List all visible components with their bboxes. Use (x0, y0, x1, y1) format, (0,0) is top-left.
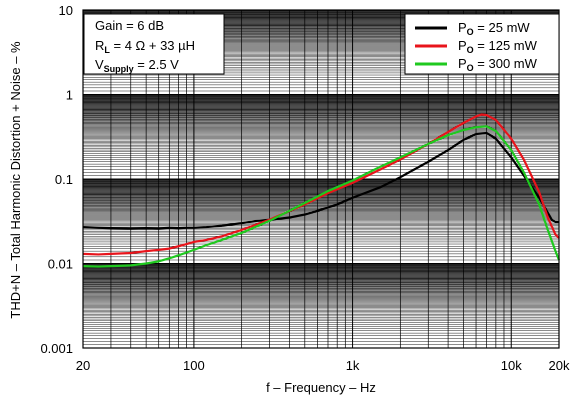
x-tick-label: 10k (501, 358, 522, 373)
plot-frame (82, 9, 560, 349)
legend-label-125mw: PO = 125 mW (458, 38, 538, 55)
x-tick-labels: 20 100 1k 10k 20k (76, 358, 570, 373)
series-line-125mw (82, 113, 560, 256)
conditions-annotation: Gain = 6 dB RL = 4 Ω + 33 µH VSupply = 2… (83, 13, 225, 75)
y-tick-labels: 0.001 0.01 0.1 1 10 (40, 3, 73, 356)
annotation-supply: VSupply = 2.5 V (95, 57, 179, 74)
legend-item-300mw: PO = 300 mW (415, 56, 538, 73)
x-tick-label: 100 (183, 358, 205, 373)
series-line-300mw (82, 125, 561, 268)
chart-legend: PO = 25 mW PO = 125 mW PO = 300 mW (404, 13, 560, 75)
annotation-gain: Gain = 6 dB (95, 18, 164, 33)
y-tick-label: 10 (59, 3, 73, 18)
y-tick-label: 0.01 (48, 257, 73, 272)
annotation-load: RL = 4 Ω + 33 µH (95, 38, 195, 55)
y-tick-label: 1 (66, 88, 73, 103)
x-tick-label: 20k (549, 358, 570, 373)
legend-item-25mw: PO = 25 mW (415, 20, 530, 37)
x-axis-label: f – Frequency – Hz (266, 380, 376, 395)
y-tick-label: 0.1 (55, 172, 73, 187)
x-tick-label: 1k (346, 358, 360, 373)
legend-label-300mw: PO = 300 mW (458, 56, 538, 73)
y-axis-label: THD+N – Total Harmonic Distortion + Nois… (8, 41, 23, 319)
legend-label-25mw: PO = 25 mW (458, 20, 530, 37)
series-line-25mw (82, 131, 559, 230)
chart-series (82, 113, 561, 268)
y-tick-label: 0.001 (40, 341, 73, 356)
legend-item-125mw: PO = 125 mW (415, 38, 538, 55)
x-tick-label: 20 (76, 358, 90, 373)
